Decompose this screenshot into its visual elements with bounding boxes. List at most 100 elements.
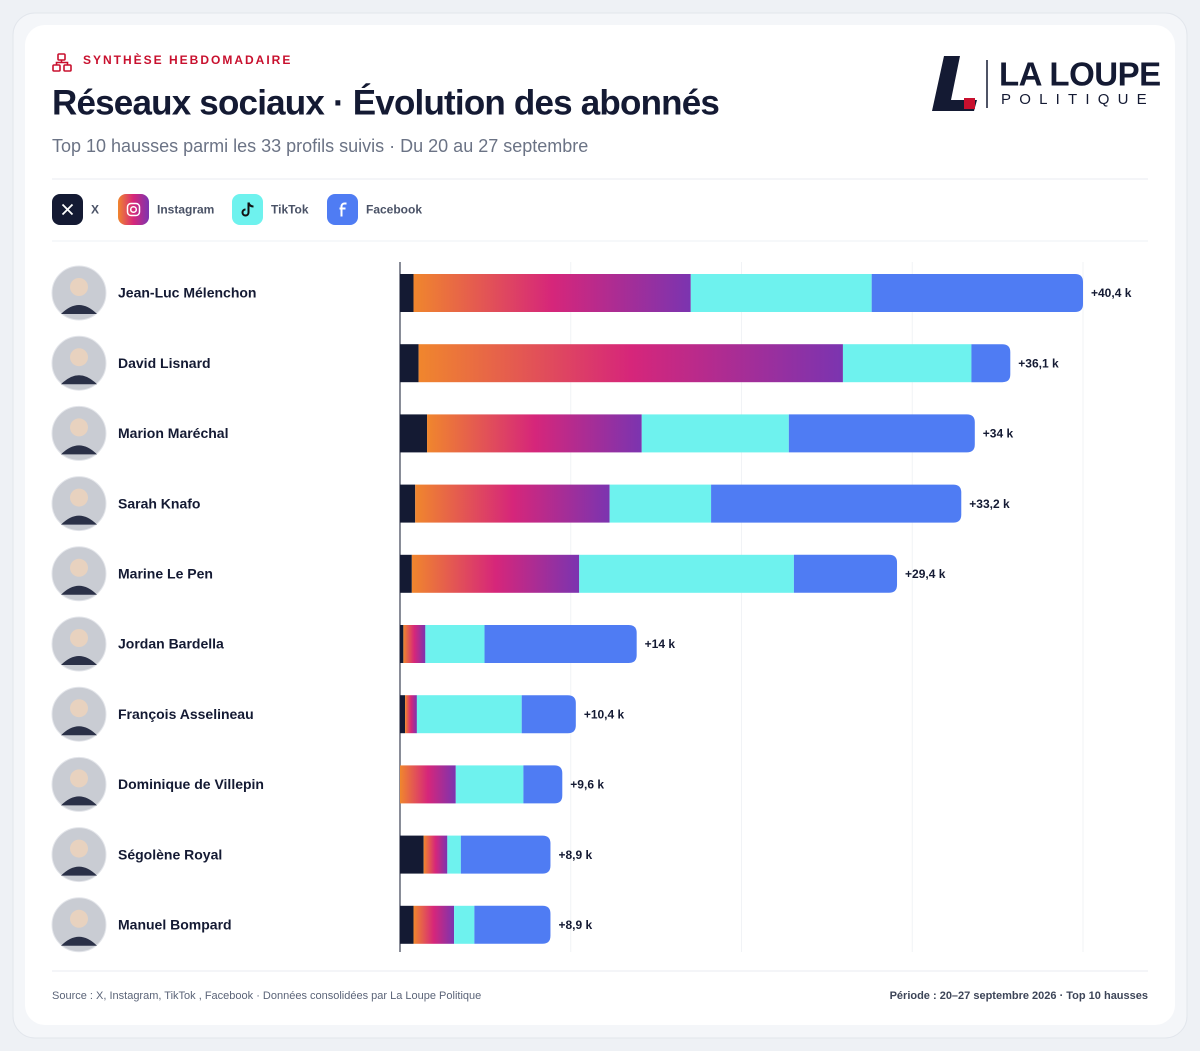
avatar-head — [70, 348, 88, 367]
total-label: +40,4 k — [1091, 286, 1132, 300]
avatar-head — [70, 629, 88, 647]
bar-segment — [711, 484, 962, 523]
bar-segment — [690, 274, 872, 312]
avatar-head — [70, 909, 88, 928]
legend-label: TikTok — [271, 203, 309, 217]
bar-segment — [418, 344, 843, 383]
bar-segment — [400, 554, 412, 593]
bar-segment — [400, 765, 456, 804]
avatar-body — [61, 515, 97, 525]
bar-segment — [400, 835, 424, 874]
legend-icon — [129, 205, 138, 214]
logo-line1: LA LOUPE — [999, 56, 1161, 93]
bar-segment — [971, 344, 1011, 383]
bar-segment — [411, 554, 580, 593]
avatar-body — [61, 305, 97, 314]
bar-segment — [413, 274, 691, 312]
bar-segment — [641, 414, 789, 453]
bar-segment — [423, 835, 448, 874]
total-label: +14 k — [645, 637, 676, 651]
avatar-head — [70, 558, 88, 577]
logo-line2: POLITIQUE — [1001, 91, 1155, 108]
avatar-head — [70, 769, 88, 788]
bar-segment — [793, 554, 898, 593]
avatar-body — [61, 656, 97, 665]
bar-segment — [416, 695, 522, 734]
bar-segment — [400, 625, 404, 663]
total-label: +8,9 k — [558, 848, 592, 862]
avatar-body — [61, 796, 97, 806]
category-label: Manuel Bompard — [118, 917, 232, 933]
bar-segment — [425, 625, 485, 663]
bar-segment — [454, 905, 475, 944]
legend-label: Instagram — [157, 203, 214, 217]
avatar-head — [70, 488, 88, 507]
total-label: +34 k — [983, 427, 1014, 441]
category-label: Marion Maréchal — [118, 425, 228, 441]
footer-source: Source : X, Instagram, TikTok , Facebook… — [52, 990, 481, 1002]
avatar-body — [61, 585, 97, 595]
avatar-body — [61, 726, 97, 736]
bar-segment — [609, 484, 712, 523]
avatar-body — [61, 936, 97, 946]
card — [25, 25, 1175, 1025]
legend-label: Facebook — [366, 203, 422, 217]
bar-segment — [400, 274, 414, 312]
avatar-head — [70, 418, 88, 437]
bar-segment — [405, 695, 417, 734]
total-label: +8,9 k — [558, 918, 592, 932]
total-label: +33,2 k — [969, 497, 1010, 511]
chart-title: Réseaux sociaux · Évolution des abonnés — [52, 82, 719, 122]
bar-segment — [447, 835, 461, 874]
bar-segment — [400, 695, 406, 734]
total-label: +36,1 k — [1018, 356, 1059, 370]
bar-segment — [460, 835, 551, 874]
bar-segment — [400, 484, 416, 523]
bar-segment — [400, 414, 428, 453]
category-label: François Asselineau — [118, 706, 254, 722]
bar-segment — [871, 274, 1083, 312]
chart-subtitle: Top 10 hausses parmi les 33 profils suiv… — [52, 136, 588, 156]
total-label: +29,4 k — [905, 567, 946, 581]
bar-segment — [521, 695, 576, 734]
bar-segment — [400, 344, 419, 383]
category-label: Jean-Luc Mélenchon — [118, 285, 256, 301]
legend-icon — [61, 203, 74, 216]
kicker-icon — [52, 53, 72, 72]
bar-segment — [415, 484, 610, 523]
bar-segment — [474, 905, 551, 944]
logo: LA LOUPE POLITIQUE — [932, 56, 1161, 111]
legend-icon — [126, 202, 141, 217]
legend-icon — [339, 202, 347, 217]
category-label: Marine Le Pen — [118, 566, 213, 582]
legend-swatch — [118, 194, 149, 225]
bar-segment — [579, 554, 794, 593]
total-label: +10,4 k — [584, 707, 625, 721]
bar-segment — [842, 344, 972, 383]
legend-label: X — [91, 203, 99, 217]
category-label: Jordan Bardella — [118, 636, 224, 652]
kicker: SYNTHÈSE HEBDOMADAIRE — [83, 52, 292, 67]
logo-mark — [932, 56, 977, 111]
avatar-body — [61, 375, 97, 385]
category-label: David Lisnard — [118, 355, 211, 371]
avatar-body — [61, 866, 97, 876]
footer-period: Période : 20–27 septembre 2026 · Top 10 … — [890, 990, 1148, 1002]
avatar-head — [70, 839, 88, 858]
bar-segment — [403, 625, 426, 663]
bar-segment — [484, 625, 637, 663]
legend-icon — [241, 202, 254, 217]
avatar-head — [70, 278, 88, 296]
bar-segment — [400, 905, 414, 944]
avatar-body — [61, 445, 97, 455]
bar-segment — [455, 765, 524, 804]
category-label: Sarah Knafo — [118, 495, 200, 511]
logo-dot — [964, 98, 975, 109]
category-label: Ségolène Royal — [118, 846, 222, 862]
bar-segment — [413, 905, 455, 944]
bar-segment — [523, 765, 563, 804]
bar-segment — [788, 414, 975, 453]
avatar-head — [70, 699, 88, 718]
